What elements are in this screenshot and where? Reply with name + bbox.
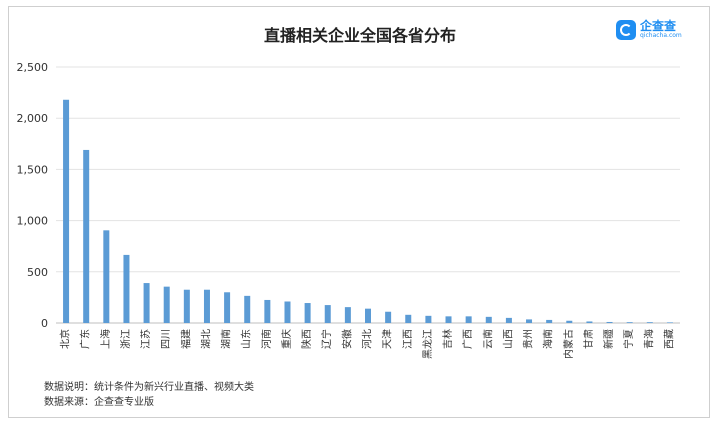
- bar: [385, 311, 392, 323]
- bar: [425, 315, 432, 323]
- bar: [83, 149, 90, 323]
- bar: [365, 308, 371, 323]
- bar: [445, 316, 452, 323]
- bar: [324, 305, 331, 323]
- x-tick-label: 黑龙江: [421, 329, 434, 359]
- bar: [284, 301, 291, 323]
- bar: [566, 320, 573, 323]
- bar: [666, 322, 673, 323]
- y-tick-label: 2,500: [17, 61, 49, 74]
- x-tick-label: 云南: [481, 329, 494, 349]
- bar: [264, 299, 271, 323]
- bar: [163, 286, 170, 323]
- data-source: 数据来源：企查查专业版: [44, 397, 154, 408]
- y-tick-label: 0: [41, 317, 48, 330]
- x-tick-label: 甘肃: [582, 329, 595, 349]
- x-tick-label: 湖南: [220, 329, 233, 349]
- bar: [103, 230, 110, 323]
- x-tick-label: 安徽: [340, 329, 353, 349]
- qichacha-logo-icon: [616, 20, 636, 40]
- x-tick-label: 辽宁: [320, 329, 333, 349]
- bar: [626, 322, 633, 323]
- bar: [465, 316, 472, 323]
- x-tick-label: 贵州: [522, 329, 535, 349]
- bar: [224, 292, 231, 323]
- x-tick-label: 山东: [240, 329, 253, 349]
- data-description: 数据说明：统计条件为新兴行业直播、视频大类: [44, 382, 254, 393]
- bar: [606, 321, 613, 323]
- brand-text: 企查查 qichacha.com: [640, 20, 682, 40]
- bar: [183, 289, 190, 323]
- x-tick-label: 山西: [502, 329, 514, 349]
- y-tick-label: 1,000: [17, 215, 49, 228]
- x-tick-label: 江苏: [139, 329, 152, 349]
- bar: [143, 283, 150, 323]
- x-tick-label: 北京: [59, 329, 72, 349]
- y-tick-label: 500: [27, 266, 48, 279]
- x-tick-label: 内蒙古: [562, 329, 575, 359]
- bar: [485, 316, 492, 323]
- bar: [646, 322, 653, 323]
- y-tick-label: 1,500: [17, 163, 49, 176]
- bar: [63, 99, 70, 323]
- chart-notes: 数据说明：统计条件为新兴行业直播、视频大类 数据来源：企查查专业版: [44, 380, 254, 410]
- bar: [405, 314, 412, 323]
- bar: [505, 317, 512, 323]
- x-tick-label: 海南: [542, 329, 555, 349]
- bar: [586, 321, 593, 323]
- x-tick-label: 吉林: [441, 329, 454, 349]
- x-tick-label: 西藏: [663, 329, 675, 349]
- x-tick-label: 广西: [462, 329, 474, 349]
- x-tick-label: 青海: [642, 329, 655, 349]
- bar: [344, 307, 351, 323]
- x-tick-label: 四川: [161, 329, 172, 349]
- bar: [304, 303, 311, 323]
- brand-logo: 企查查 qichacha.com: [616, 20, 682, 40]
- x-tick-label: 江西: [402, 329, 414, 349]
- x-tick-label: 福建: [179, 329, 192, 349]
- x-tick-label: 重庆: [280, 329, 293, 349]
- chart-title: 直播相关企业全国各省分布: [263, 26, 456, 45]
- x-tick-label: 广东: [79, 329, 92, 349]
- y-tick-label: 2,000: [17, 112, 49, 125]
- x-tick-label: 陕西: [300, 329, 313, 349]
- bar: [123, 254, 130, 323]
- brand-name: 企查查: [640, 19, 677, 33]
- brand-domain: qichacha.com: [640, 32, 682, 39]
- x-tick-label: 浙江: [120, 329, 132, 349]
- bar: [244, 295, 251, 323]
- bar: [203, 289, 210, 323]
- x-tick-label: 上海: [99, 329, 112, 349]
- x-tick-label: 河北: [362, 329, 374, 349]
- chart-frame: [8, 6, 710, 418]
- bar: [546, 319, 553, 323]
- x-tick-label: 河南: [260, 329, 273, 349]
- x-tick-label: 湖北: [200, 329, 212, 349]
- x-tick-label: 宁夏: [622, 329, 635, 349]
- bar: [526, 319, 533, 323]
- x-tick-label: 新疆: [602, 329, 615, 349]
- x-tick-label: 天津: [382, 329, 394, 349]
